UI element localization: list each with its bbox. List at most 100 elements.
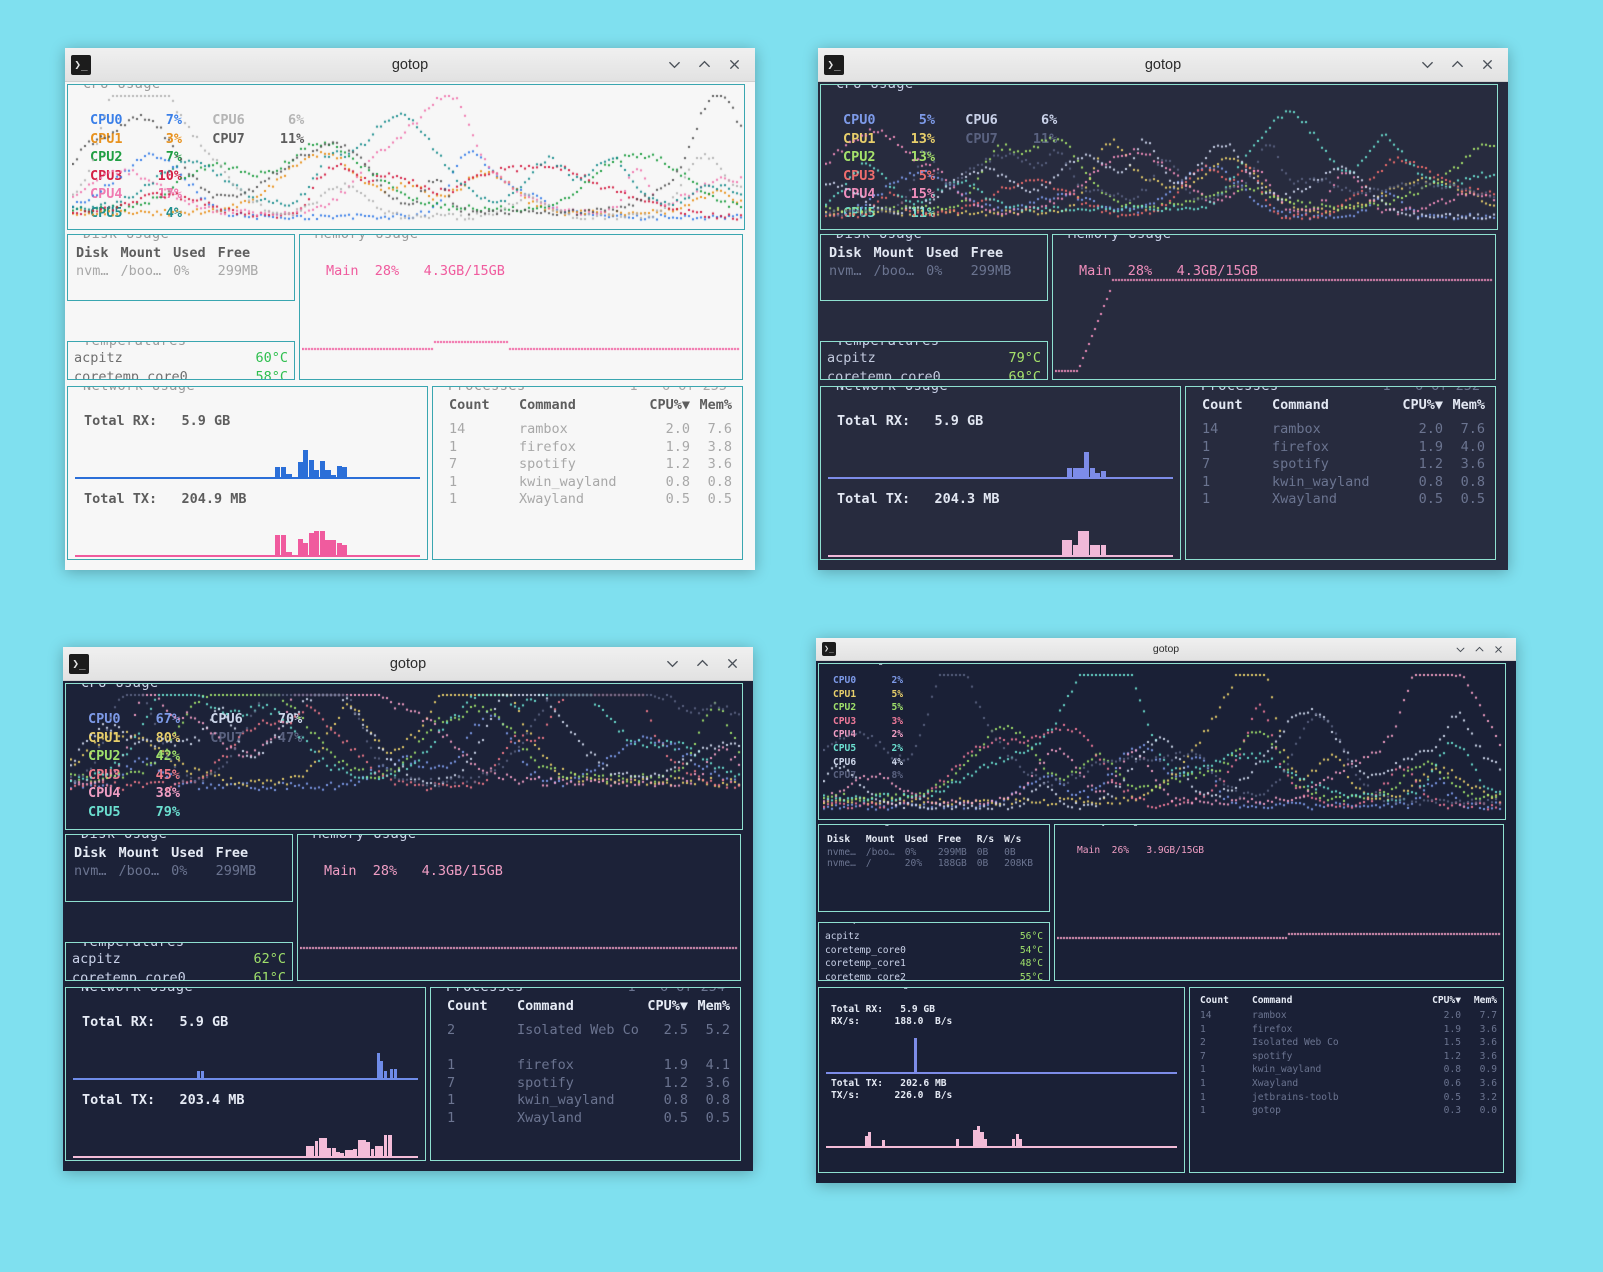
total-rx-value: 5.9 GB — [882, 1004, 935, 1015]
close-button[interactable] — [1478, 56, 1496, 74]
process-mem: 7.6 — [707, 421, 732, 437]
total-tx-value: 202.6 MB — [882, 1078, 947, 1089]
temperature-value: 69°C — [1008, 368, 1041, 380]
net-bar — [1089, 544, 1095, 555]
net-bar — [303, 449, 309, 477]
cpu-usage-title: CPU Usage — [829, 664, 896, 666]
minimize-button[interactable] — [1454, 643, 1466, 655]
minimize-button[interactable] — [665, 56, 683, 74]
temperature-sensor: coretemp_core0 — [825, 944, 906, 956]
temperature-value: 62°C — [253, 951, 286, 967]
maximize-button[interactable] — [1473, 643, 1485, 655]
window-light: ❯_ gotop CPU UsageCPU07% CPU66%CPU13% CPU7… — [65, 48, 755, 570]
tx-rate-label: TX/s: — [831, 1090, 860, 1101]
net-bar — [393, 1069, 397, 1078]
process-row[interactable]: 1 firefox 1.9 4.1 — [431, 1057, 740, 1075]
minimize-button[interactable] — [663, 655, 681, 673]
maximize-button[interactable] — [693, 655, 711, 673]
total-rx-bars — [826, 1038, 1177, 1072]
minimize-button[interactable] — [1418, 56, 1436, 74]
process-row[interactable]: 14 rambox 2.0 7.6 — [1186, 421, 1495, 439]
process-row[interactable]: 1 firefox 1.9 4.0 — [1186, 439, 1495, 457]
process-cpu: 1.2 — [1418, 456, 1443, 473]
total-rx-label: Total RX: — [84, 413, 158, 429]
process-row[interactable]: 1 Xwayland 0.5 0.5 — [431, 1110, 740, 1128]
cpu-usage-title: CPU Usage — [78, 85, 166, 92]
disk-cell: / — [865, 858, 872, 869]
process-row[interactable]: 1 firefox 1.9 3.8 — [433, 439, 742, 457]
rx-rate-value: 188.0 B/s — [859, 1016, 953, 1027]
temperature-sensor: acpitz — [825, 931, 860, 942]
window-title: gotop — [391, 56, 429, 73]
total-rx-bars — [73, 1044, 418, 1078]
temperature-row: coretemp_core0 69°C — [827, 368, 1041, 380]
cpu-usage-title: CPU Usage — [76, 684, 164, 691]
process-mem: 4.0 — [1460, 438, 1485, 455]
net-bar — [344, 1149, 349, 1156]
cpu-series-cpu7 — [72, 93, 744, 225]
memory-sparkline — [302, 237, 742, 377]
process-count: 7 — [1200, 1050, 1206, 1062]
process-command: firefox — [517, 1057, 574, 1074]
disk-table: Disk Mount Used Free nvm… /boo… 0% 299MB — [829, 245, 1023, 279]
net-bar — [357, 1140, 362, 1156]
processes-col-header: Mem% — [699, 397, 732, 413]
disk-usage-title: Disk Usage — [78, 235, 175, 242]
process-row[interactable]: 1 kwin_wayland 0.8 0.9 — [1190, 1064, 1503, 1078]
process-row[interactable]: 7 spotify 1.2 3.6 — [433, 456, 742, 474]
process-row[interactable]: 2 Isolated Web Co 1.5 3.6 — [1190, 1037, 1503, 1051]
panel-memory-usage: Memory UsageMain 28% 4.3GB/15GB — [1052, 234, 1496, 380]
total-tx-label: Total TX: — [84, 491, 158, 507]
process-cpu: 0.8 — [1418, 473, 1443, 490]
process-row[interactable]: 1 Xwayland 0.6 3.6 — [1190, 1078, 1503, 1092]
process-row[interactable]: 1 kwin_wayland 0.8 0.8 — [1186, 474, 1495, 492]
process-cpu: 2.0 — [1418, 421, 1443, 437]
process-cpu: 0.8 — [1443, 1064, 1461, 1076]
temperature-row: coretemp_core2 55°C — [825, 972, 1043, 980]
disk-cell: 299MB — [937, 847, 967, 858]
process-mem: 3.6 — [707, 456, 732, 473]
processes-title: Processes — [443, 387, 531, 394]
temperature-value: 56°C — [1019, 931, 1043, 942]
net-bar — [314, 531, 320, 555]
close-button[interactable] — [1492, 643, 1504, 655]
process-row[interactable]: 1 firefox 1.9 3.6 — [1190, 1024, 1503, 1038]
window-dark-a: ❯_ gotop CPU UsageCPU05% CPU66%CPU113% CPU… — [818, 48, 1508, 570]
process-cpu: 2.0 — [1443, 1010, 1461, 1021]
process-row[interactable]: 1 kwin_wayland 0.8 0.8 — [431, 1092, 740, 1110]
net-bar — [1072, 468, 1078, 477]
temperature-row: acpitz 79°C — [827, 350, 1041, 366]
process-mem: 3.6 — [1479, 1050, 1497, 1062]
process-mem: 0.8 — [705, 1092, 730, 1109]
disk-cell: 0% — [173, 263, 190, 279]
net-bar — [200, 1070, 204, 1078]
process-count: 1 — [1202, 438, 1211, 455]
process-row[interactable]: 1 jetbrains-toolb 0.5 3.2 — [1190, 1092, 1503, 1106]
process-row[interactable]: 7 spotify 1.2 3.6 — [1186, 456, 1495, 474]
net-bar — [297, 538, 303, 555]
process-cpu: 2.0 — [665, 421, 690, 437]
close-button[interactable] — [723, 655, 741, 673]
process-row[interactable]: 14 rambox 2.0 7.7 — [1190, 1010, 1503, 1024]
process-row[interactable]: 1 Xwayland 0.5 0.5 — [433, 491, 742, 509]
close-button[interactable] — [725, 56, 743, 74]
panel-cpu-usage: CPU UsageCPU07% CPU66%CPU13% CPU711%CPU2… — [67, 84, 745, 230]
process-row[interactable]: 7 spotify 1.2 3.6 — [1190, 1051, 1503, 1065]
process-row[interactable]: 7 spotify 1.2 3.6 — [431, 1075, 740, 1093]
maximize-button[interactable] — [695, 56, 713, 74]
panel-processes: Processes 1 - 9 of 257 Count Command CPU%▼ Me… — [1189, 987, 1504, 1173]
total-rx: Total RX: 5.9 GB — [837, 413, 983, 429]
net-bar — [336, 542, 342, 555]
process-command: jetbrains-toolb — [1252, 1091, 1339, 1103]
terminal-icon: ❯_ — [71, 54, 91, 75]
process-row[interactable]: 2 Isolated Web Co 2.5 5.2 — [431, 1022, 740, 1040]
process-count: 7 — [447, 1074, 456, 1091]
net-bar — [319, 530, 325, 555]
net-bar — [983, 1139, 988, 1146]
process-row[interactable]: 1 kwin_wayland 0.8 0.8 — [433, 474, 742, 492]
process-row[interactable]: 14 rambox 2.0 7.6 — [433, 421, 742, 439]
process-row[interactable]: 1 gotop 0.3 0.0 — [1190, 1105, 1503, 1119]
maximize-button[interactable] — [1448, 56, 1466, 74]
process-row[interactable]: 1 Xwayland 0.5 0.5 — [1186, 491, 1495, 509]
